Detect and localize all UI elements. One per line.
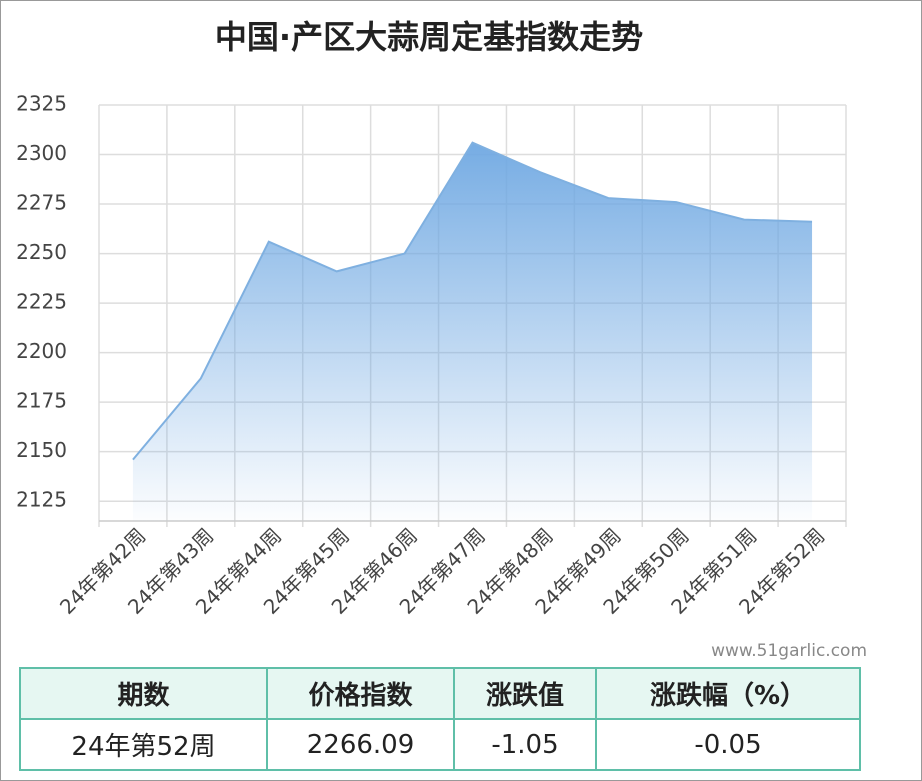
table-header: 期数 价格指数 涨跌值 涨跌幅（%） <box>19 667 861 720</box>
y-tick-label: 2225 <box>16 290 67 314</box>
cell: 2266.09 <box>266 718 455 771</box>
watermark: www.51garlic.com <box>711 641 867 661</box>
header-cell: 期数 <box>19 667 268 720</box>
chart-title: 中国·产区大蒜周定基指数走势 <box>215 18 643 56</box>
line <box>132 141 813 461</box>
area <box>132 142 813 521</box>
y-tick-label: 2200 <box>16 339 67 363</box>
table-row: 24年第52周 2266.09 -1.05 -0.05 <box>19 718 861 771</box>
y-tick-label: 2300 <box>16 141 67 165</box>
cell: -0.05 <box>595 718 861 771</box>
header-cell: 价格指数 <box>266 667 455 720</box>
header-cell: 涨跌值 <box>453 667 597 720</box>
cell: -1.05 <box>453 718 597 771</box>
y-tick-label: 2125 <box>16 488 67 512</box>
y-tick-label: 2150 <box>16 438 67 462</box>
cell: 24年第52周 <box>19 718 268 771</box>
chart: 中国·产区大蒜周定基指数走势 www.51garlic.com 2125 2150… <box>16 18 867 661</box>
y-tick-label: 2325 <box>16 92 67 116</box>
y-tick-label: 2175 <box>16 389 67 413</box>
summary-table: 期数 价格指数 涨跌值 涨跌幅（%） 24年第52周 2266.09 -1.05… <box>19 667 861 771</box>
header-cell: 涨跌幅（%） <box>595 667 861 720</box>
y-tick-label: 2250 <box>16 240 67 264</box>
y-tick-label: 2275 <box>16 191 67 215</box>
